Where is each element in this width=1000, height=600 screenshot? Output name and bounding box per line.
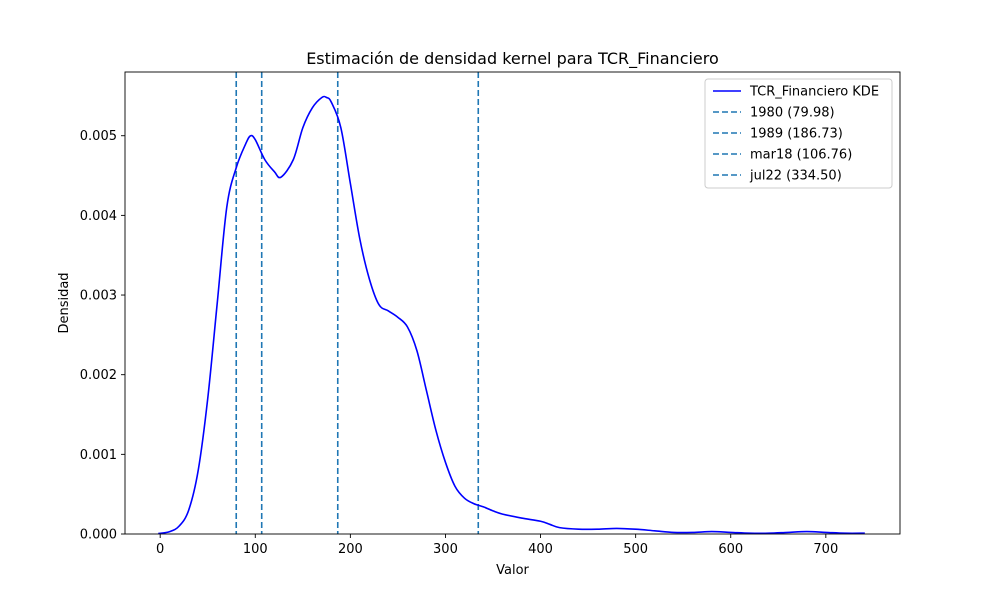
y-tick-label: 0.002 — [80, 368, 117, 383]
y-tick-label: 0.000 — [80, 528, 117, 543]
y-tick-label: 0.005 — [80, 129, 117, 144]
reference-lines — [235, 72, 480, 534]
legend-label-3: mar18 (106.76) — [750, 148, 852, 163]
x-tick-label: 600 — [718, 542, 743, 557]
x-tick-label: 700 — [813, 542, 838, 557]
y-axis: 0.000 0.001 0.002 0.003 0.004 0.005 — [80, 129, 125, 543]
x-axis-label: Valor — [496, 563, 529, 578]
y-axis-label: Densidad — [57, 272, 72, 333]
plot-frame — [124, 71, 901, 535]
x-tick-label: 0 — [156, 542, 164, 557]
x-tick-label: 200 — [338, 542, 363, 557]
x-axis: 0 100 200 300 400 500 600 700 — [156, 534, 838, 557]
x-tick-label: 400 — [528, 542, 553, 557]
y-tick-label: 0.001 — [80, 448, 117, 463]
chart-title: Estimación de densidad kernel para TCR_F… — [306, 49, 719, 69]
kde-curve — [158, 95, 865, 535]
legend-label-1: 1980 (79.98) — [750, 106, 835, 121]
x-tick-label: 500 — [623, 542, 648, 557]
y-tick-label: 0.003 — [80, 289, 117, 304]
legend-label-4: jul22 (334.50) — [749, 169, 842, 184]
x-tick-label: 300 — [433, 542, 458, 557]
legend-box — [704, 78, 893, 189]
y-tick-label: 0.004 — [80, 209, 117, 224]
legend-label-2: 1989 (186.73) — [750, 127, 843, 142]
x-tick-label: 100 — [243, 542, 268, 557]
legend: TCR_Financiero KDE 1980 (79.98) 1989 (186.… — [704, 78, 893, 189]
legend-label-0: TCR_Financiero KDE — [749, 85, 879, 100]
